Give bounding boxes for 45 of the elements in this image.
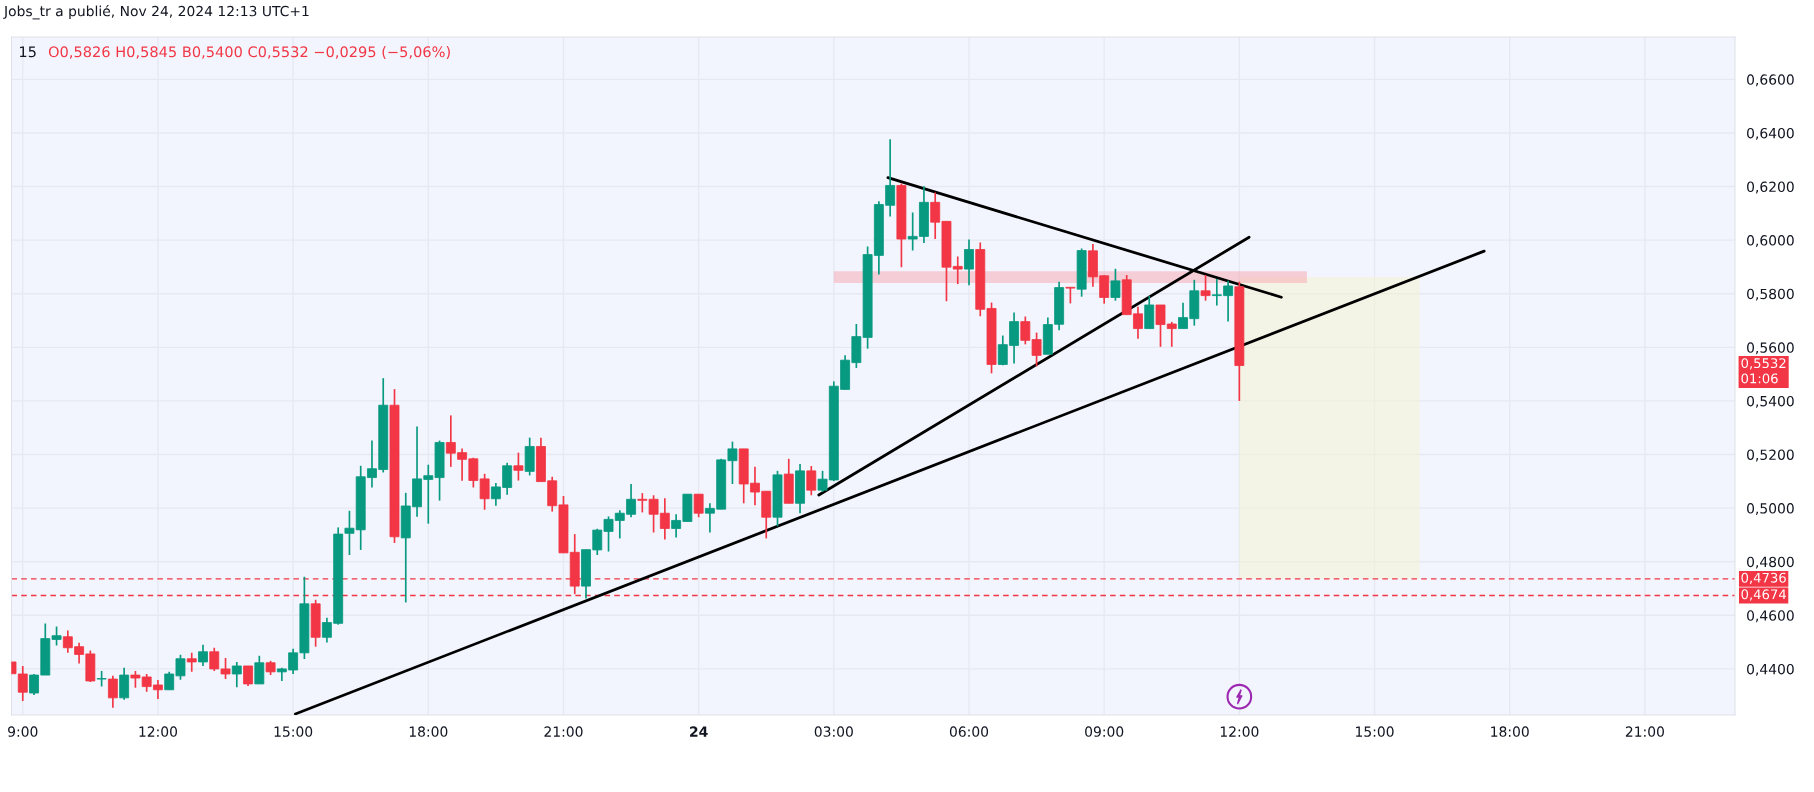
candlestick	[1110, 267, 1121, 302]
candlestick	[806, 465, 817, 497]
x-tick-label: 09:00	[1085, 726, 1124, 737]
x-tick-label: 9:00	[8, 726, 38, 737]
text: Jobs_tr a publié, Nov 24, 2024 12:13 UTC+1	[3, 5, 309, 20]
y-tick-label: 0,5400	[1747, 395, 1794, 408]
y-tick-label: 0,4400	[1747, 663, 1794, 676]
candlestick	[243, 665, 253, 687]
x-tick-label: 21:00	[544, 726, 583, 737]
y-tick-label: 0,5200	[1747, 449, 1794, 462]
candlestick	[513, 451, 524, 482]
y-tick-label: 0,5600	[1747, 342, 1794, 355]
candlestick	[186, 651, 197, 673]
candlestick	[231, 661, 242, 688]
candlestick	[1144, 295, 1155, 330]
x-tick-label: 06:00	[949, 726, 989, 737]
y-tick-label: 0,6600	[1747, 74, 1794, 87]
y-tick-label: 0,4800	[1747, 556, 1794, 569]
candlestick	[254, 654, 265, 685]
y-tick-label: 0,6200	[1747, 181, 1794, 194]
x-tick-label: 12:00	[139, 726, 178, 737]
text: 0,5532 01:06	[1741, 358, 1786, 384]
text: O0,5826 H0,5845 B0,5400 C0,5532 −0,0295 (−5,06%)	[48, 46, 450, 59]
x-tick-label: 15:00	[274, 726, 313, 737]
x-tick-label: 12:00	[1220, 726, 1259, 737]
x-tick-label: 18:00	[1491, 726, 1529, 737]
y-tick-label: 0,5000	[1747, 503, 1794, 516]
x-tick-label: 03:00	[814, 726, 853, 737]
candlestick	[964, 238, 974, 286]
y-tick-label: 0,6400	[1747, 127, 1794, 140]
y-tick-label: 0,6000	[1747, 235, 1794, 248]
text: 15	[20, 46, 36, 58]
candlestick	[693, 493, 704, 519]
x-tick-label: 21:00	[1625, 726, 1664, 737]
y-tick-label: 0,4600	[1747, 610, 1794, 623]
y-tick-label: 0,5800	[1747, 288, 1794, 301]
candlestick	[107, 675, 118, 709]
x-tick-label: 24	[690, 726, 708, 737]
candlestick	[1200, 274, 1211, 302]
ref-line-label: 0,4674	[1741, 589, 1786, 601]
x-tick-label: 18:00	[409, 726, 448, 737]
x-tick-label: 15:00	[1356, 726, 1394, 737]
candlestick	[119, 666, 130, 701]
candlestick	[198, 643, 208, 667]
ref-line-label: 0,4736	[1741, 572, 1786, 585]
